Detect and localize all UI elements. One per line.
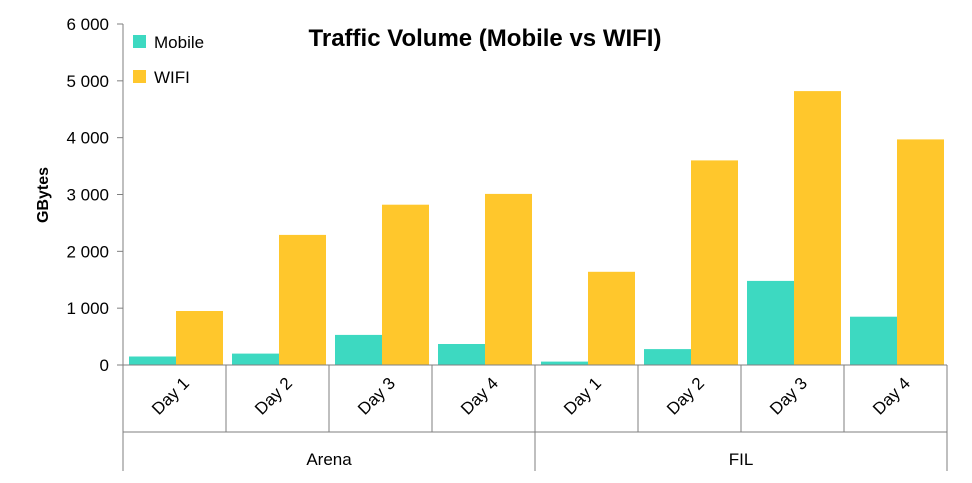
- x-tick-label: Day 4: [457, 374, 502, 419]
- bar-mobile-3: [335, 334, 382, 365]
- y-tick-label: 4 000: [66, 129, 109, 148]
- y-tick-label: 1 000: [66, 299, 109, 318]
- legend-label-mobile: Mobile: [154, 33, 204, 52]
- x-tick-label: Day 4: [869, 374, 914, 419]
- bar-mobile-8: [850, 316, 897, 365]
- x-tick-label: Day 3: [766, 374, 811, 419]
- bar-wifi-1: [176, 311, 223, 365]
- bar-wifi-5: [588, 271, 635, 365]
- y-tick-label: 2 000: [66, 242, 109, 261]
- bar-mobile-6: [644, 349, 691, 365]
- bar-wifi-7: [794, 91, 841, 365]
- y-axis-label: GBytes: [35, 167, 52, 223]
- bar-wifi-8: [897, 139, 944, 365]
- y-tick-label: 3 000: [66, 186, 109, 205]
- chart-title: Traffic Volume (Mobile vs WIFI): [309, 25, 662, 52]
- legend-swatch-mobile: [133, 35, 146, 48]
- y-tick-label: 5 000: [66, 72, 109, 91]
- legend: Mobile WIFI: [133, 33, 204, 87]
- x-tick-label: Day 1: [560, 374, 605, 419]
- bar-mobile-1: [129, 356, 176, 365]
- bar-mobile-2: [232, 353, 279, 365]
- y-tick-label: 6 000: [66, 15, 109, 34]
- x-tick-label: Day 1: [148, 374, 193, 419]
- x-tick-label: Day 2: [663, 374, 708, 419]
- x-tick-label: Day 3: [354, 374, 399, 419]
- legend-swatch-wifi: [133, 70, 146, 83]
- bar-mobile-5: [541, 361, 588, 365]
- bar-wifi-2: [279, 234, 326, 365]
- bars-layer: [129, 91, 944, 365]
- group-label: Arena: [306, 450, 352, 469]
- bar-wifi-4: [485, 193, 532, 365]
- legend-label-wifi: WIFI: [154, 68, 190, 87]
- x-tick-label: Day 2: [251, 374, 296, 419]
- bar-wifi-6: [691, 160, 738, 365]
- bar-wifi-3: [382, 204, 429, 365]
- bar-mobile-7: [747, 280, 794, 365]
- group-label: FIL: [729, 450, 754, 469]
- bar-mobile-4: [438, 344, 485, 365]
- y-tick-label: 0: [100, 356, 109, 375]
